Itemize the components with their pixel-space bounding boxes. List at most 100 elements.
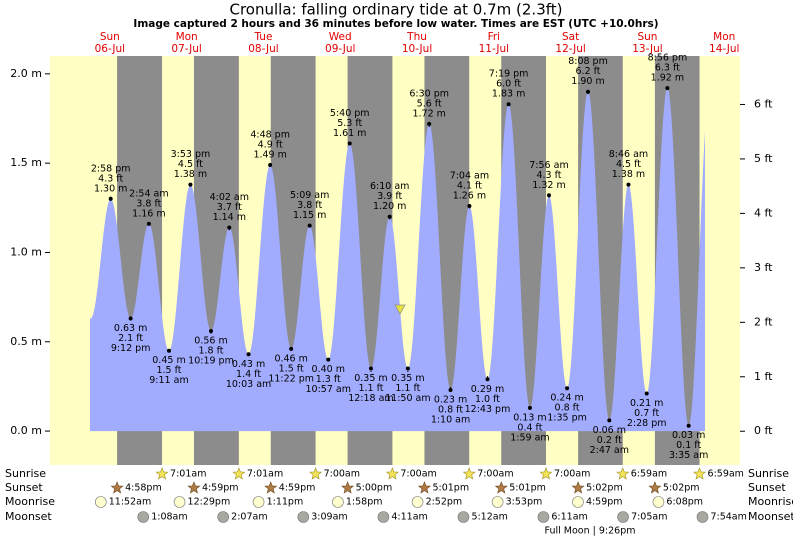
tide-height-ft: 3.8 ft: [297, 200, 322, 211]
tide-time: 7:04 am: [450, 171, 489, 182]
sunset-time: 5:01pm: [509, 483, 546, 494]
tide-point: [387, 214, 392, 219]
tide-height-ft: 6.2 ft: [576, 66, 601, 77]
tide-height-ft: 3.7 ft: [217, 202, 242, 213]
moonrise-time: 4:59pm: [586, 497, 623, 508]
moonrise-icon: [173, 496, 186, 508]
tide-time: 3:35 am: [669, 450, 708, 461]
tide-time: 10:03 am: [226, 379, 271, 390]
tide-point-ft: [130, 316, 132, 318]
tide-point-ft: [349, 141, 351, 144]
tide-height-m: 0.29 m: [471, 384, 504, 395]
tide-point: [326, 357, 331, 362]
tide-height-m: 1.49 m: [253, 149, 286, 160]
tide-point: [128, 316, 133, 321]
moonset-time: 7:54am: [710, 512, 746, 523]
tide-time: 10:57 am: [305, 384, 350, 395]
tide-time: 1:59 am: [510, 432, 549, 443]
y2-tick-label: 1 ft: [754, 370, 773, 383]
tide-height-m: 1.32 m: [532, 180, 565, 191]
moonrise-time: 2:52pm: [426, 497, 463, 508]
sunrise-time: 7:01am: [247, 469, 283, 480]
weekday-label: Thu: [406, 31, 427, 43]
moonset-time: 1:08am: [151, 512, 187, 523]
tide-point: [108, 196, 113, 201]
row-label-right: Sunset: [748, 481, 786, 494]
tide-height-m: 1.38 m: [174, 169, 207, 180]
row-label: Sunset: [5, 481, 43, 494]
tide-height-m: 0.13 m: [513, 412, 546, 423]
tide-time: 11:22 pm: [268, 373, 314, 384]
tide-time: 2:47 am: [590, 445, 629, 456]
tide-height-ft: 5.6 ft: [417, 98, 442, 109]
tide-height-m: 0.56 m: [194, 336, 227, 347]
sunrise-icon: [462, 467, 476, 480]
moonrise-time: 3:53pm: [506, 497, 543, 508]
sunrise-time: 6:59am: [708, 469, 744, 480]
tide-time: 2:28 pm: [627, 418, 667, 429]
tide-time: 12:18 am: [348, 393, 393, 404]
tide-time: 3:53 pm: [171, 149, 211, 160]
moonrise-icon: [652, 496, 665, 508]
tide-point-ft: [407, 370, 409, 372]
moonset-time: 4:11am: [391, 512, 427, 523]
tide-point-ft: [548, 196, 550, 198]
tide-point-ft: [290, 348, 292, 351]
date-label: 09-Jul: [325, 43, 355, 55]
sunset-icon: [648, 481, 662, 494]
sunset-time: 4:58pm: [125, 483, 162, 494]
date-label: 11-Jul: [479, 43, 509, 55]
tide-time: 1:10 am: [431, 414, 470, 425]
tide-height-m: 1.38 m: [612, 169, 645, 180]
y-tick-label: 0.5 m: [10, 335, 42, 348]
tide-time: 5:40 pm: [330, 108, 370, 119]
tide-height-ft: 1.8 ft: [198, 346, 223, 357]
sunset-icon: [341, 481, 355, 494]
date-label: 06-Jul: [95, 43, 125, 55]
tide-height-ft: 1.1 ft: [358, 383, 383, 394]
tide-point: [246, 352, 251, 357]
moonset-time: 5:12am: [471, 512, 507, 523]
sunset-icon: [494, 481, 508, 494]
sunset-icon: [417, 481, 431, 494]
sunrise-time: 7:00am: [554, 469, 590, 480]
moonset-time: 6:11am: [551, 512, 587, 523]
tide-height-m: 1.92 m: [651, 73, 684, 84]
sunrise-icon: [693, 467, 707, 480]
tide-time: 6:10 am: [370, 181, 409, 192]
tide-height-ft: 0.8 ft: [438, 404, 463, 415]
tide-time: 2:58 pm: [91, 163, 131, 174]
tide-height-ft: 4.3 ft: [98, 173, 123, 184]
tide-point: [586, 89, 591, 94]
sunset-time: 5:00pm: [356, 483, 393, 494]
tide-point: [448, 387, 453, 392]
tide-point-ft: [309, 223, 311, 225]
sunrise-time: 7:00am: [400, 469, 436, 480]
tide-time: 6:30 pm: [409, 88, 449, 99]
tide-point-ft: [110, 196, 112, 198]
tide-time: 4:02 am: [210, 192, 249, 203]
tide-time: 1:35 pm: [547, 413, 587, 424]
tide-height-ft: 4.3 ft: [536, 170, 561, 181]
y2-tick-label: 0 ft: [754, 424, 773, 437]
tide-time: 9:12 pm: [111, 343, 151, 354]
y2-tick-label: 2 ft: [754, 315, 773, 328]
tide-point: [527, 405, 532, 410]
tide-time: 12:43 pm: [465, 404, 511, 415]
tide-height-ft: 1.3 ft: [316, 374, 341, 385]
tide-time: 7:19 pm: [489, 69, 529, 80]
moonset-icon: [137, 511, 150, 523]
tide-point-ft: [529, 408, 531, 411]
tide-height-m: 0.43 m: [232, 359, 265, 370]
tide-point-ft: [189, 185, 192, 187]
tide-height-m: 1.16 m: [132, 208, 165, 219]
tide-point-ft: [269, 163, 271, 165]
moonrise-icon: [572, 496, 584, 508]
tide-point-ft: [168, 348, 170, 351]
tide-point-ft: [468, 207, 471, 209]
tide-height-m: 0.45 m: [152, 355, 185, 366]
tide-height-m: 0.03 m: [672, 430, 705, 441]
tide-height-ft: 4.5 ft: [178, 159, 203, 170]
date-label: 13-Jul: [632, 43, 662, 55]
